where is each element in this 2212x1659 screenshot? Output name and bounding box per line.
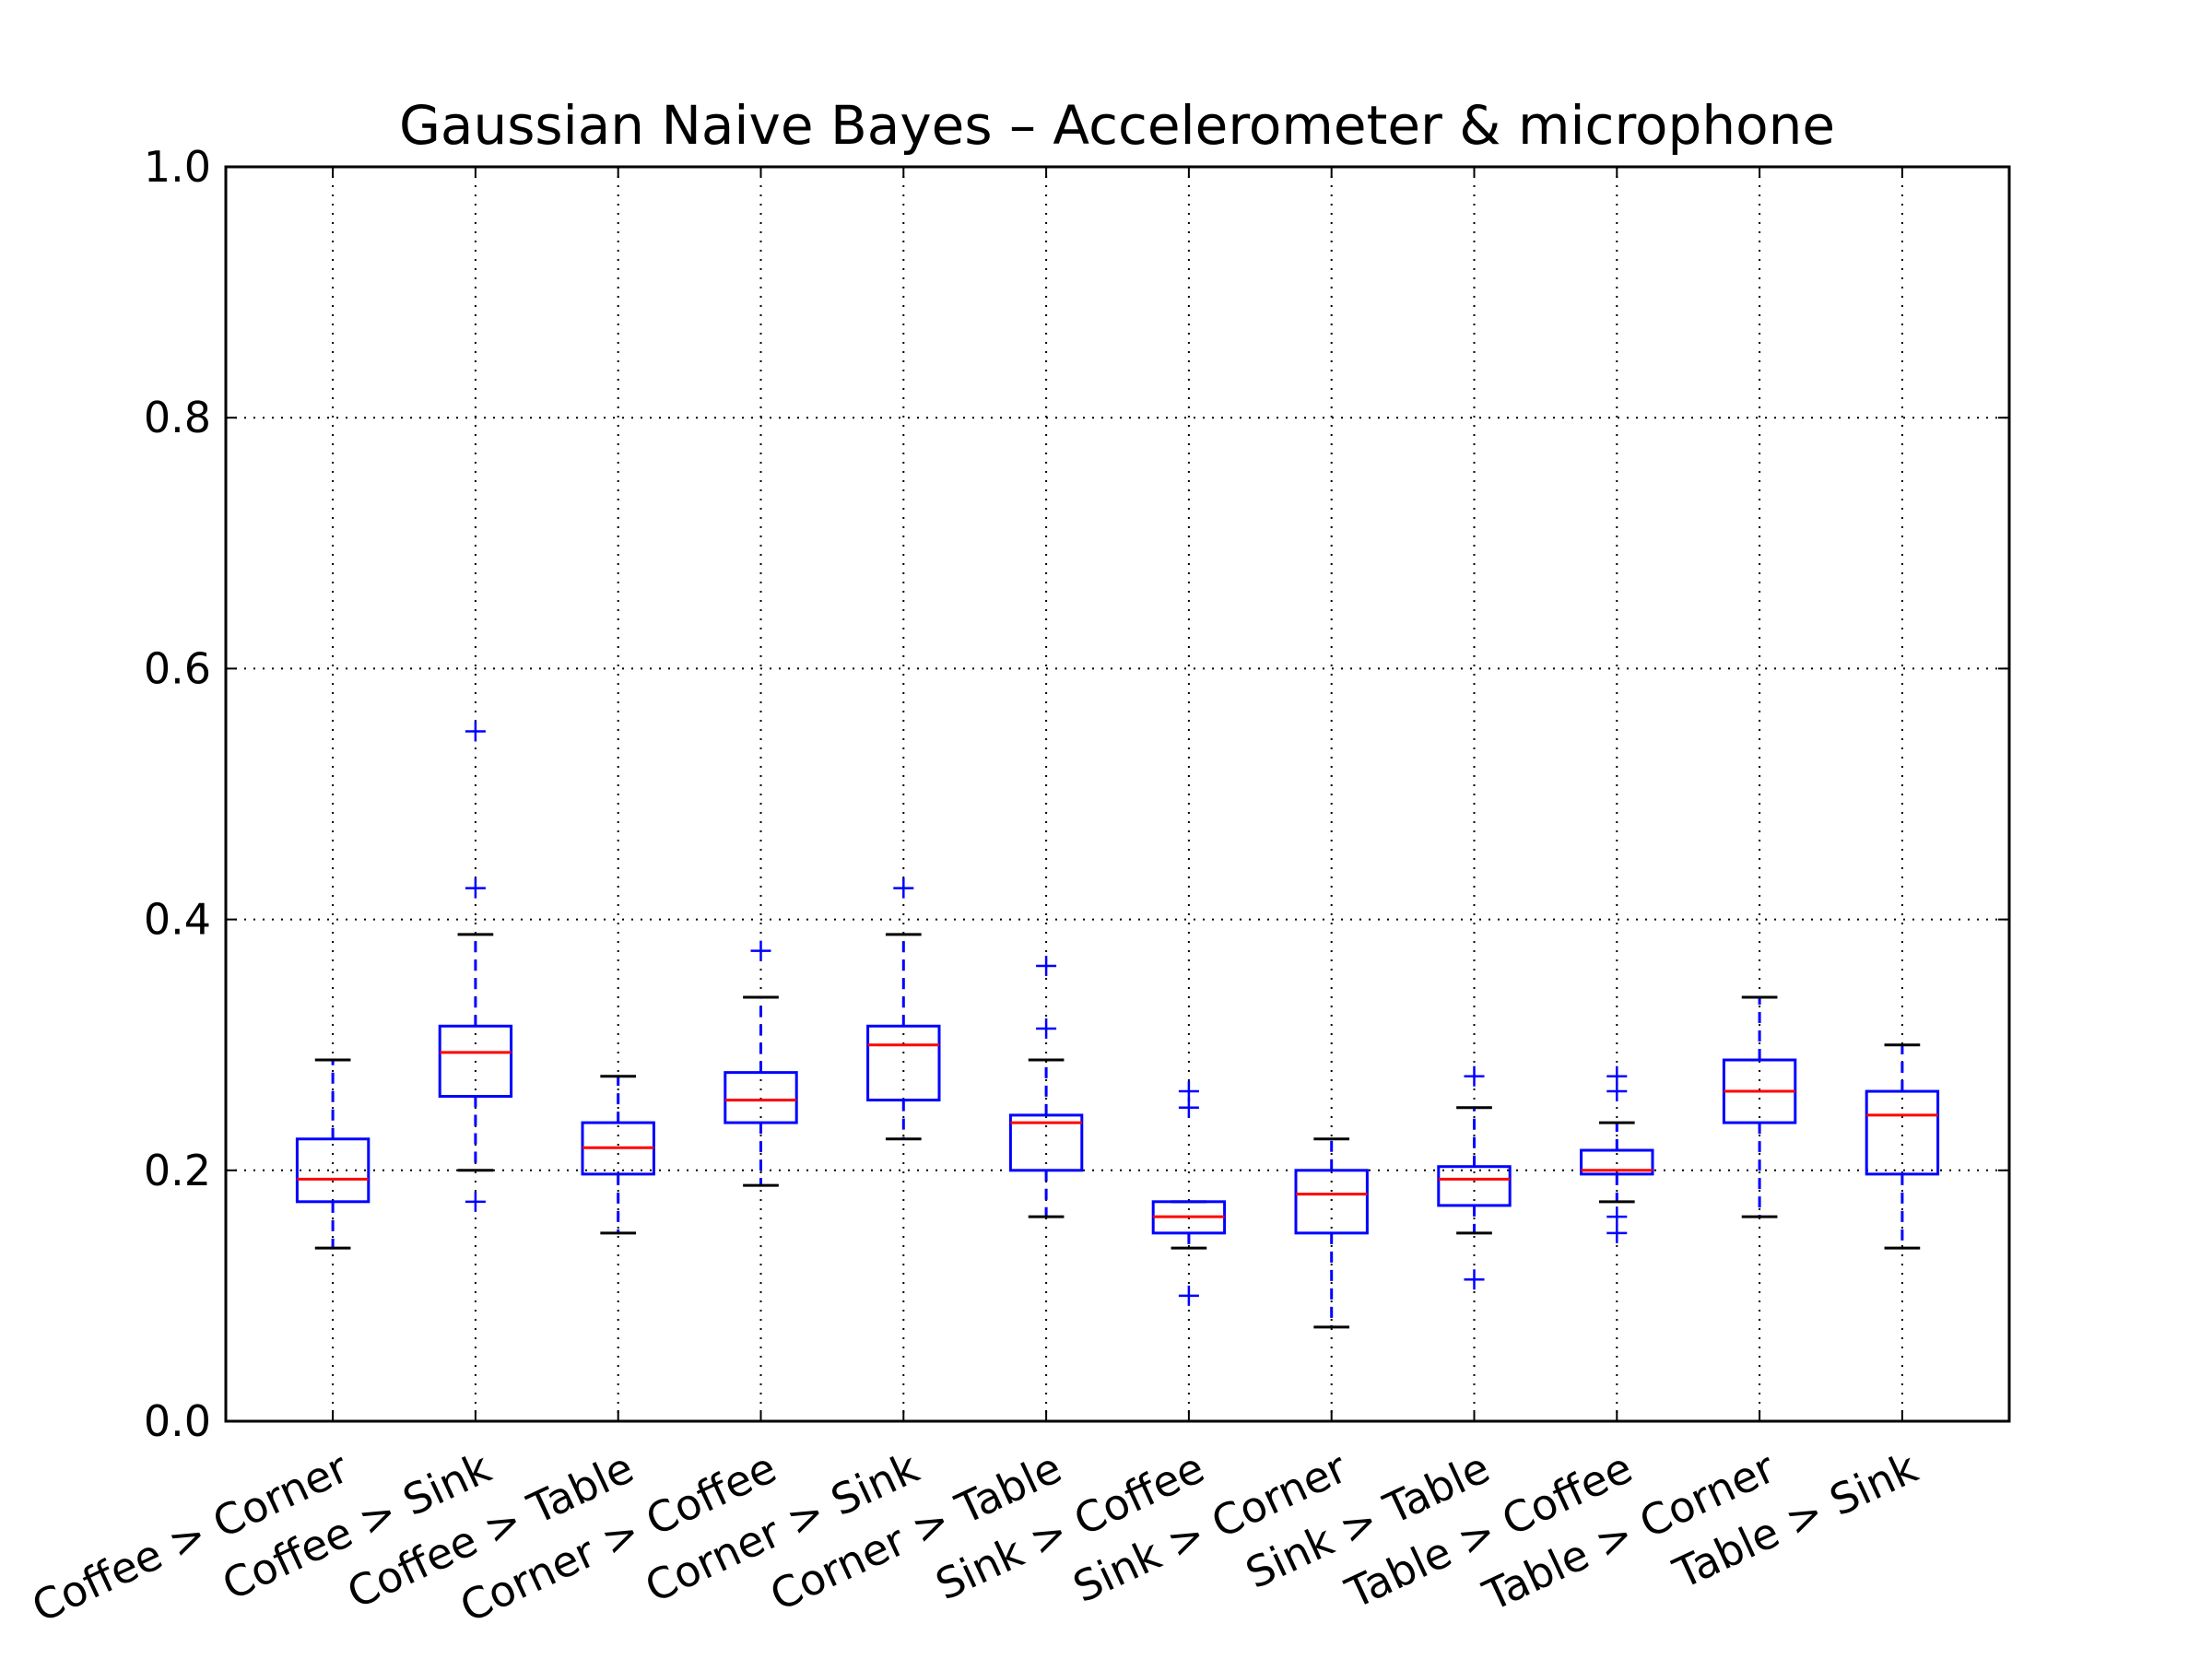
boxes-group [295, 721, 1940, 1329]
outlier-point [1178, 1081, 1199, 1102]
box-group [1580, 1065, 1654, 1243]
box-iqr [1580, 1148, 1654, 1176]
outlier-point [1036, 1018, 1057, 1040]
box-group [1008, 955, 1084, 1218]
box-group [438, 721, 513, 1212]
box-group [866, 877, 941, 1141]
box-group [1437, 1065, 1512, 1290]
box-iqr [1294, 1169, 1369, 1235]
y-tick-label: 0.4 [144, 895, 211, 945]
outlier-point [750, 940, 771, 961]
box-group [1722, 995, 1797, 1218]
chart-title: Gaussian Naive Bayes – Accelerometer & m… [399, 94, 1835, 157]
grid-lines [226, 166, 2009, 1422]
outlier-point [1606, 1206, 1628, 1228]
box-iqr [724, 1071, 798, 1124]
box-iqr [1865, 1089, 1940, 1176]
box-iqr [1008, 1113, 1084, 1172]
box-group [1294, 1137, 1369, 1329]
outlier-point [1464, 1065, 1485, 1087]
box-iqr [295, 1137, 371, 1204]
y-tick-label: 0.0 [144, 1396, 211, 1446]
outlier-point [1178, 1285, 1199, 1306]
box-group [1865, 1043, 1940, 1250]
box-iqr [866, 1024, 941, 1102]
outlier-point [1464, 1269, 1485, 1290]
y-tick-label: 0.6 [144, 643, 211, 693]
box-group [1151, 1081, 1227, 1306]
box-group [295, 1058, 371, 1250]
outlier-point [465, 877, 486, 899]
outlier-point [893, 877, 914, 899]
y-axis: 0.0 0.2 0.4 0.6 0.8 1.0 [144, 142, 2009, 1446]
box-iqr [1437, 1165, 1512, 1207]
y-tick-label: 0.2 [144, 1146, 211, 1195]
outlier-point [465, 721, 486, 742]
box-group [581, 1075, 655, 1235]
y-tick-label: 1.0 [144, 142, 211, 192]
box-group [724, 940, 798, 1187]
box-iqr [438, 1024, 513, 1099]
y-tick-label: 0.8 [144, 393, 211, 442]
outlier-point [465, 1191, 486, 1212]
plot-frame [224, 165, 2011, 1423]
outlier-point [1036, 955, 1057, 976]
outlier-point [1606, 1065, 1628, 1087]
